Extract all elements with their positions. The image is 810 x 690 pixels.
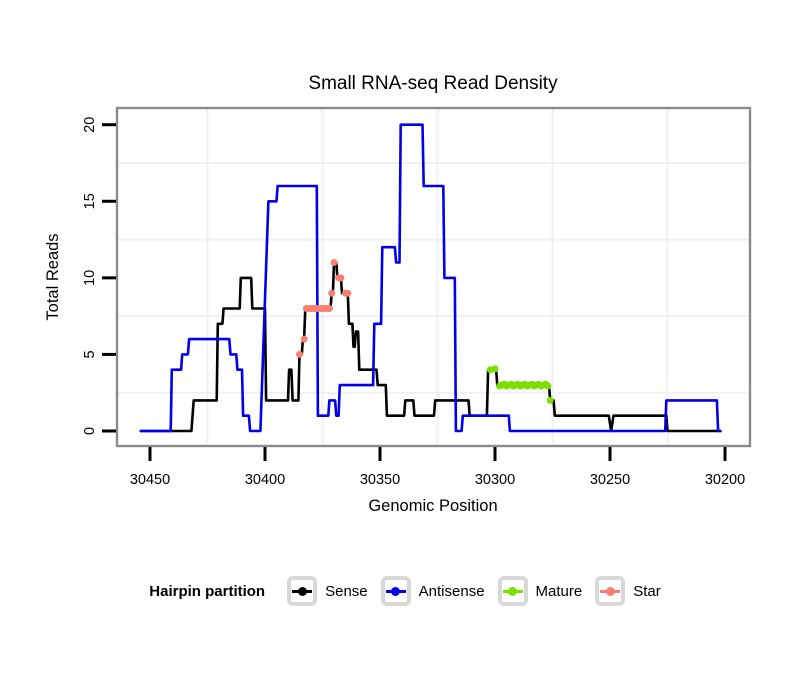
- y-tick-label: 20: [82, 117, 98, 133]
- sense-key-icon: [287, 576, 318, 606]
- legend-label-mature: Mature: [535, 582, 583, 600]
- y-tick-label: 15: [82, 193, 98, 209]
- x-tick-label: 30450: [130, 472, 170, 488]
- legend-label-sense: Sense: [325, 582, 368, 600]
- data-series: [139, 123, 722, 433]
- series-point-star: [296, 350, 303, 358]
- legend-item-sense: Sense: [287, 576, 368, 606]
- x-tick-label: 30250: [590, 472, 630, 488]
- x-tick-label: 30400: [245, 472, 285, 488]
- series-point-star: [337, 274, 345, 282]
- star-key-icon: [595, 576, 626, 606]
- legend-item-antisense: Antisense: [380, 576, 485, 606]
- legend-item-star: Star: [595, 576, 661, 606]
- series-point-star: [325, 305, 333, 312]
- series-point-star: [344, 289, 352, 297]
- series-point-star: [300, 335, 308, 343]
- x-tick-label: 30350: [360, 472, 400, 488]
- legend-title: Hairpin partition: [149, 582, 266, 600]
- star-key-dot: [605, 586, 615, 596]
- series-point-star: [330, 259, 338, 266]
- mature-key-icon: [497, 576, 528, 606]
- gridlines: [117, 108, 750, 446]
- plot-panel-border: [115, 106, 752, 448]
- antisense-key-dot: [391, 586, 401, 596]
- antisense-key-icon: [380, 576, 411, 606]
- sense-key-dot: [297, 586, 307, 596]
- mature-key-dot: [508, 586, 518, 596]
- series-point-mature: [544, 382, 552, 390]
- legend-item-mature: Mature: [497, 576, 583, 606]
- series-line-antisense: [139, 123, 722, 433]
- legend-label-star: Star: [633, 582, 661, 600]
- x-tick-label: 30200: [705, 472, 745, 488]
- x-axis-label: Genomic Position: [368, 497, 497, 515]
- axis-ticks: [102, 123, 727, 461]
- y-tick-label: 10: [82, 270, 98, 286]
- y-tick-label: 0: [82, 427, 98, 435]
- axis-tick-labels: 30450 30400 30350 30300 30250 30200 0 5 10 15 20: [82, 117, 745, 488]
- series-line-sense: [139, 261, 722, 433]
- y-axis-label: Total Reads: [44, 233, 62, 320]
- series-point-mature: [546, 396, 554, 404]
- chart-title: Small RNA-seq Read Density: [308, 73, 558, 94]
- legend: Hairpin partition Sense Antisense Mature: [0, 576, 810, 606]
- series-point-star: [328, 289, 336, 297]
- legend-label-antisense: Antisense: [418, 582, 485, 600]
- y-tick-label: 5: [82, 350, 98, 358]
- series-point-mature: [491, 365, 499, 373]
- x-tick-label: 30300: [475, 472, 515, 488]
